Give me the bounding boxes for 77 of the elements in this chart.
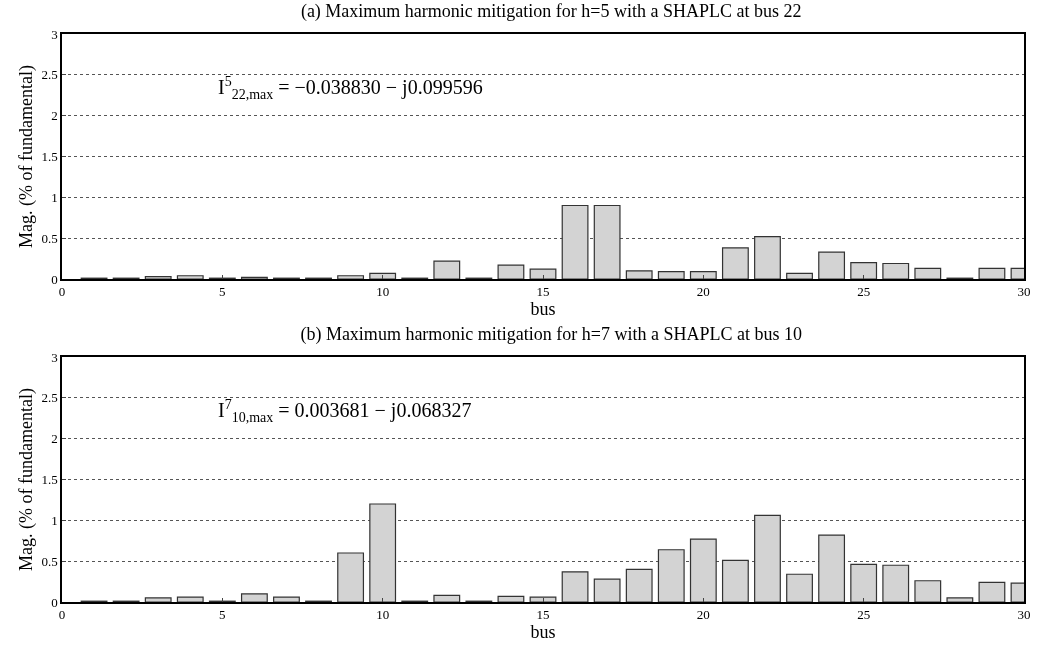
bar xyxy=(529,596,557,602)
y-tick-label: 0.5 xyxy=(41,230,58,246)
y-tick-label: 0.5 xyxy=(41,553,58,569)
x-axis-title: bus xyxy=(530,299,556,320)
bar xyxy=(176,275,204,279)
bar xyxy=(529,268,557,279)
bar xyxy=(818,534,846,602)
bar xyxy=(657,271,685,279)
bar xyxy=(625,270,653,279)
bar xyxy=(561,571,589,602)
bar xyxy=(369,503,397,602)
bar xyxy=(369,272,397,279)
bar xyxy=(689,538,717,602)
bar xyxy=(978,267,1006,279)
x-tick-label: 20 xyxy=(696,607,710,623)
x-tick-label: 20 xyxy=(696,284,710,300)
bar xyxy=(593,204,621,279)
bar xyxy=(657,549,685,602)
bar xyxy=(625,568,653,602)
x-axis-title: bus xyxy=(530,622,556,643)
bar xyxy=(144,597,172,602)
bar xyxy=(850,563,878,602)
x-tick-label: 25 xyxy=(857,284,871,300)
bar xyxy=(689,271,717,279)
bar xyxy=(882,262,910,279)
y-axis-title: Mag. (% of fundamental) xyxy=(16,65,38,248)
bar xyxy=(176,596,204,602)
bar xyxy=(946,597,974,602)
chart-title: (b) Maximum harmonic mitigation for h=7 with a SHAPLC at bus 10 xyxy=(300,324,802,346)
bar xyxy=(144,275,172,279)
x-tick-label: 5 xyxy=(219,607,226,623)
bar xyxy=(433,260,461,279)
y-tick-label: 2 xyxy=(51,108,58,124)
y-tick-label: 2.5 xyxy=(41,390,58,406)
y-axis-title: Mag. (% of fundamental) xyxy=(16,388,38,571)
bar xyxy=(337,275,365,279)
bar xyxy=(497,264,525,279)
annotation: I$^{5}$$_{22,max}$ = −0.038830 − j0.099596 xyxy=(218,74,483,102)
y-tick-label: 2.5 xyxy=(41,67,58,83)
bar xyxy=(337,552,365,602)
x-tick-label: 15 xyxy=(536,284,550,300)
bar xyxy=(497,595,525,602)
x-tick-label: 25 xyxy=(857,607,871,623)
x-tick-label: 30 xyxy=(1017,284,1031,300)
y-tick-label: 0 xyxy=(51,271,58,287)
bar xyxy=(786,272,813,279)
x-tick-label: 10 xyxy=(376,284,390,300)
bar xyxy=(721,559,749,602)
bar xyxy=(240,593,268,602)
bar xyxy=(754,235,781,279)
x-tick-label: 5 xyxy=(219,284,226,300)
x-tick-label: 10 xyxy=(376,607,390,623)
x-tick-label: 15 xyxy=(536,607,550,623)
y-tick-label: 3 xyxy=(51,349,58,365)
y-tick-label: 0 xyxy=(51,594,58,610)
bar xyxy=(593,578,621,602)
y-tick-label: 2 xyxy=(51,431,58,447)
y-tick-label: 3 xyxy=(51,26,58,42)
y-tick-label: 1 xyxy=(51,189,58,205)
bar xyxy=(914,580,942,602)
bar xyxy=(273,596,300,602)
annotation: I$^{7}$$_{10,max}$ = 0.003681 − j0.068327 xyxy=(218,397,472,425)
bar xyxy=(850,262,878,279)
bar xyxy=(561,204,589,279)
y-tick-label: 1.5 xyxy=(41,472,58,488)
y-tick-label: 1.5 xyxy=(41,149,58,165)
bar xyxy=(754,514,781,602)
bar xyxy=(978,581,1006,602)
bar xyxy=(882,564,910,602)
bar xyxy=(721,247,749,279)
y-tick-label: 1 xyxy=(51,512,58,528)
bar xyxy=(818,251,846,279)
x-tick-label: 30 xyxy=(1017,607,1031,623)
bar xyxy=(914,267,942,279)
bar xyxy=(433,594,461,602)
chart-title: (a) Maximum harmonic mitigation for h=5 with a SHAPLC at bus 22 xyxy=(300,1,802,23)
bar xyxy=(786,573,813,602)
